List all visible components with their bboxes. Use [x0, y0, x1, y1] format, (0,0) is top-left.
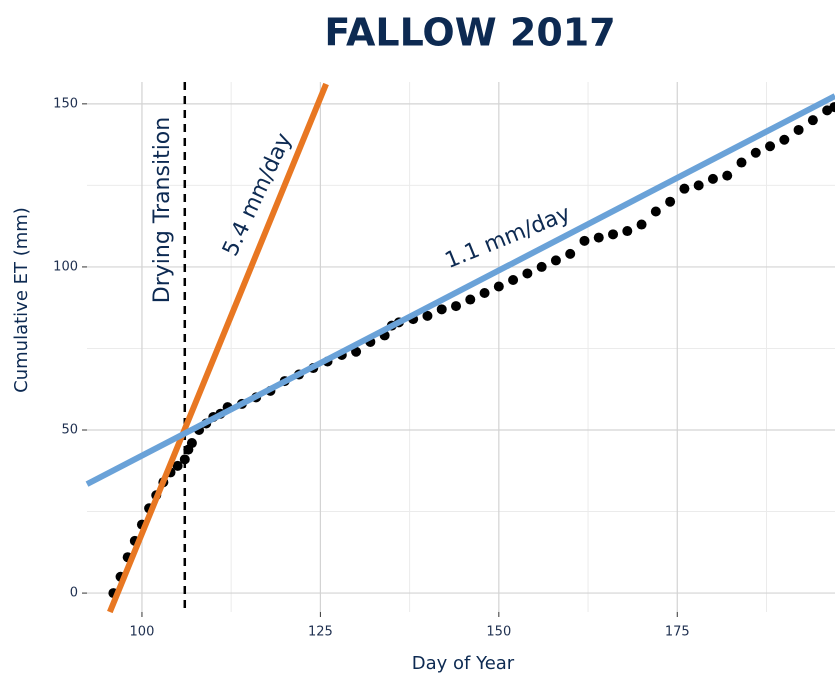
plot-area: 100 125 150 175 0 50 100 150: [53, 82, 835, 640]
data-point: [550, 255, 561, 266]
data-point: [579, 235, 590, 246]
data-point: [179, 454, 190, 465]
data-point: [665, 196, 676, 207]
data-point: [829, 102, 835, 113]
data-point: [522, 268, 533, 279]
y-tick-label: 100: [53, 259, 78, 274]
data-point: [707, 173, 718, 184]
data-point: [750, 147, 761, 158]
data-point: [508, 274, 519, 285]
x-tick-label: 175: [665, 625, 690, 640]
data-point: [622, 226, 633, 237]
y-tick-label: 50: [61, 423, 78, 438]
plot-background: [87, 82, 835, 612]
data-point: [465, 294, 476, 305]
fit-line: [85, 93, 835, 487]
data-point: [650, 206, 661, 217]
data-point: [565, 248, 576, 259]
data-point: [807, 115, 818, 126]
data-point: [436, 304, 447, 315]
data-point: [479, 288, 490, 299]
x-tick-label: 125: [308, 625, 333, 640]
data-point: [186, 438, 197, 449]
data-point: [593, 232, 604, 243]
data-point: [536, 261, 547, 272]
data-point: [779, 134, 790, 145]
data-point: [172, 460, 183, 471]
data-point: [608, 229, 619, 240]
fit-line: [107, 82, 329, 614]
x-tick-label: 100: [130, 625, 155, 640]
y-tick-label: 0: [70, 586, 78, 601]
x-axis-title: Day of Year: [412, 653, 515, 674]
y-axis-title: Cumulative ET (mm): [11, 207, 32, 393]
data-point: [736, 157, 747, 168]
x-tick-label: 150: [486, 625, 511, 640]
data-point: [451, 301, 462, 312]
chart-title: FALLOW 2017: [324, 11, 615, 55]
data-point: [636, 219, 647, 230]
data-point: [422, 310, 433, 321]
data-point: [722, 170, 733, 181]
data-point: [679, 183, 690, 194]
vline-label: Drying Transition: [150, 117, 175, 303]
data-point: [765, 141, 776, 152]
data-point: [793, 124, 804, 135]
data-point: [493, 281, 504, 292]
y-tick-label: 150: [53, 96, 78, 111]
data-point: [351, 346, 362, 357]
data-point: [693, 180, 704, 191]
